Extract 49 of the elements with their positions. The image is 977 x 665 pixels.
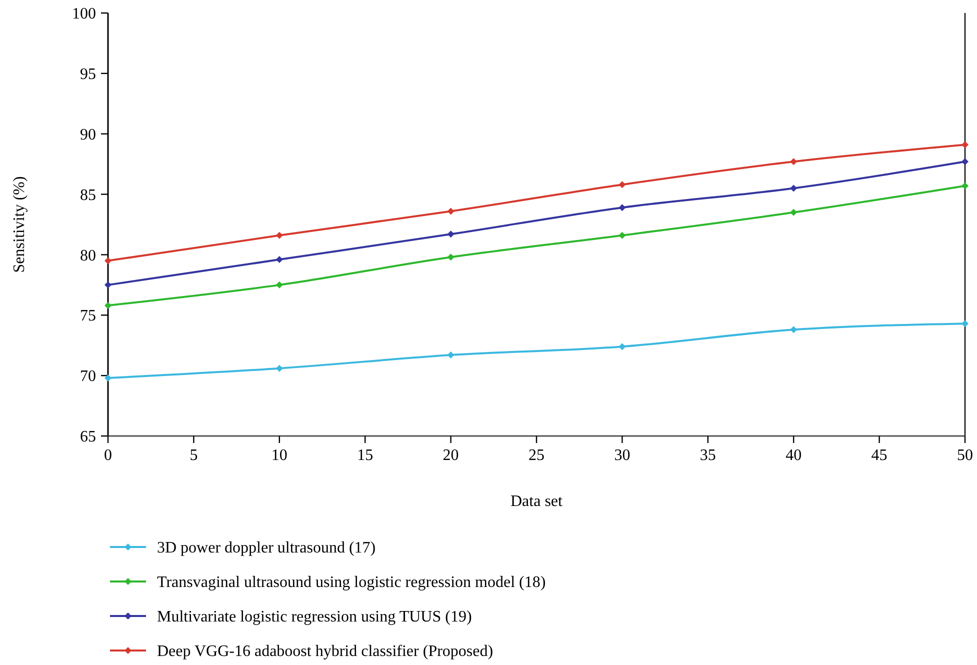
point [447, 230, 454, 238]
y-axis-title: Sensitivity (%) [11, 176, 28, 273]
point [962, 141, 968, 148]
point [447, 208, 454, 215]
point [790, 326, 798, 334]
legend-label: Transvaginal ultrasound using logistic regression model (18) [157, 574, 546, 592]
x-tick-label: 25 [528, 447, 544, 464]
legend-label: Multivariate logistic regression using TUUS (19) [157, 608, 472, 626]
point [104, 281, 112, 288]
point [104, 302, 112, 309]
point [618, 343, 626, 350]
point [962, 320, 968, 328]
y-tick-label: 75 [80, 308, 96, 325]
x-tick-label: 0 [104, 447, 112, 464]
point [276, 281, 283, 288]
x-tick-label: 50 [957, 447, 973, 464]
x-tick-label: 20 [442, 447, 459, 464]
y-tick-label: 95 [80, 66, 96, 84]
x-tick-label: 30 [614, 447, 630, 464]
point [790, 208, 798, 216]
point [790, 158, 798, 166]
point [447, 254, 454, 261]
point [618, 181, 626, 188]
point [104, 374, 112, 382]
x-tick-label: 15 [357, 447, 374, 464]
x-tick-label: 40 [786, 447, 802, 464]
point [447, 352, 454, 359]
point [618, 204, 626, 212]
legend-label: 3D power doppler ultrasound (17) [157, 540, 376, 557]
x-axis-title: Data set [510, 493, 564, 510]
point [276, 256, 283, 264]
point [276, 232, 283, 239]
x-tick-label: 5 [190, 447, 198, 464]
point [618, 232, 626, 239]
legend-label: Deep VGG-16 adaboost hybrid classifier (Proposed) [157, 643, 494, 660]
point [276, 364, 283, 372]
y-tick-label: 80 [80, 247, 96, 264]
y-tick-label: 85 [80, 186, 96, 204]
y-tick-label: 65 [80, 428, 96, 446]
point [104, 257, 112, 264]
x-tick-label: 10 [271, 447, 288, 464]
point [962, 158, 968, 166]
y-tick-label: 100 [72, 6, 96, 23]
y-tick-label: 90 [80, 126, 96, 144]
point [962, 182, 968, 190]
x-tick-label: 35 [700, 447, 716, 464]
x-tick-label: 45 [871, 447, 888, 464]
y-tick-label: 70 [80, 368, 96, 386]
point [790, 184, 798, 192]
